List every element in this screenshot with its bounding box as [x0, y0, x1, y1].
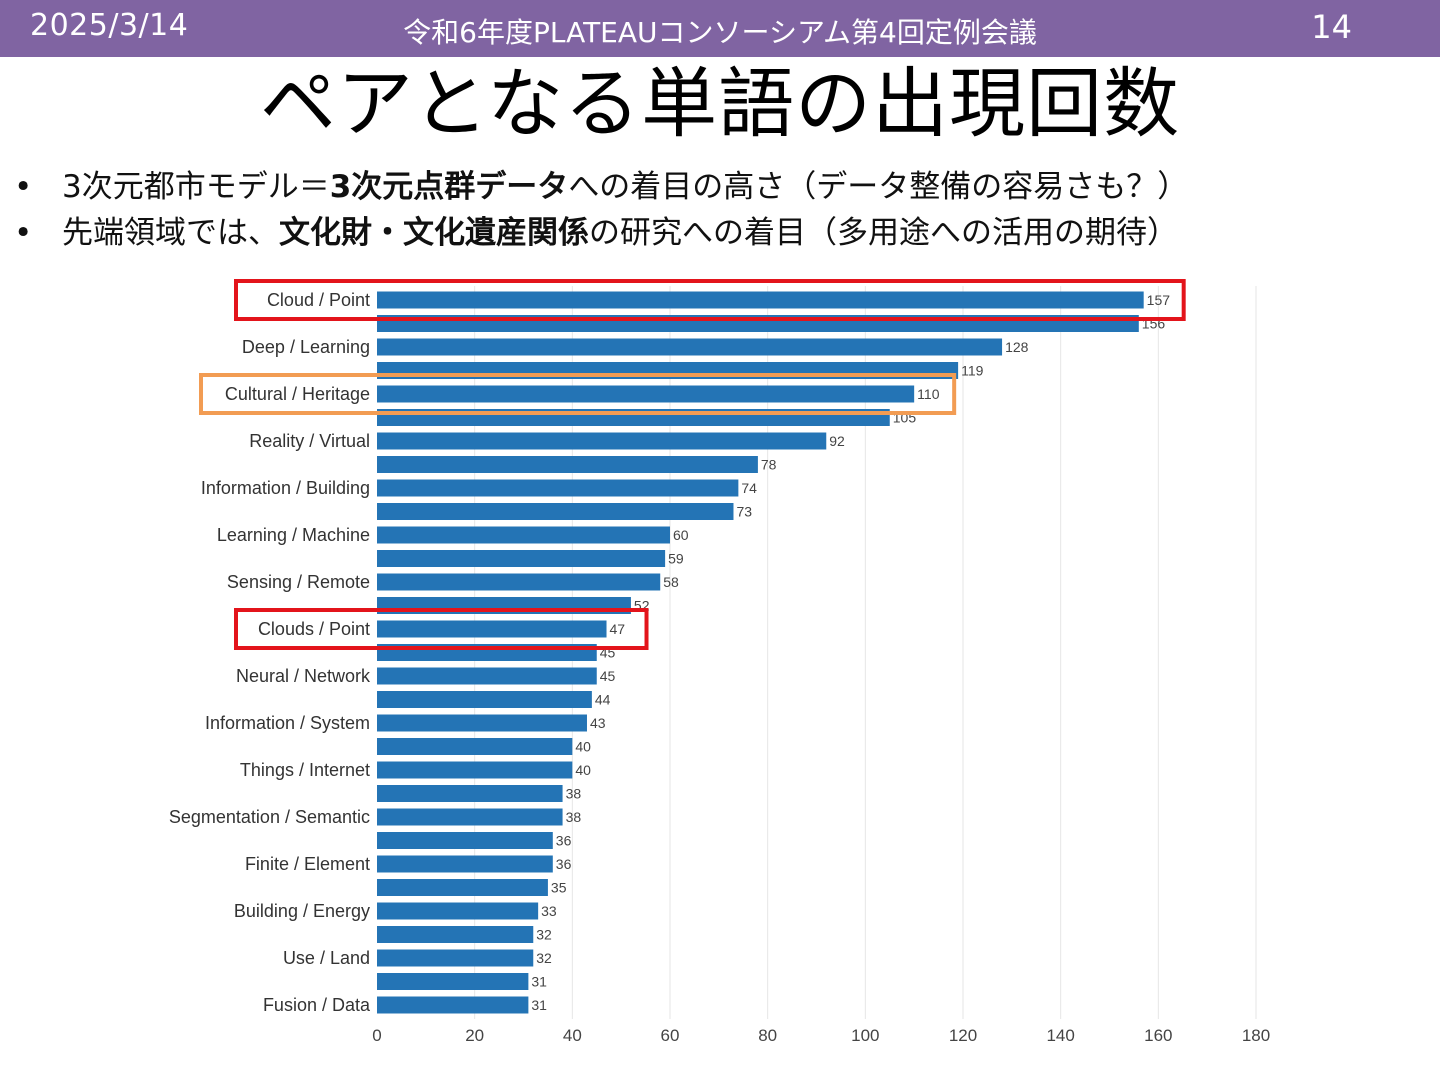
bullet-text: 先端領域では、: [62, 215, 279, 251]
bar-value-label: 35: [551, 880, 567, 896]
bar: [377, 456, 758, 473]
bar: [377, 996, 529, 1014]
bar-value-label: 31: [531, 974, 547, 990]
bar: [377, 620, 607, 638]
bar-value-label: 36: [556, 833, 572, 849]
bar-value-label: 157: [1147, 292, 1171, 308]
category-label: Learning / Machine: [217, 525, 370, 545]
x-tick-label: 140: [1046, 1026, 1074, 1045]
bar-value-label: 92: [829, 433, 845, 449]
bar: [377, 338, 1003, 356]
bar: [377, 808, 563, 826]
category-label: Sensing / Remote: [227, 572, 370, 592]
x-tick-label: 0: [372, 1026, 381, 1045]
category-label: Information / System: [205, 713, 370, 733]
bar-value-label: 128: [1005, 339, 1029, 355]
bar-value-label: 58: [663, 574, 679, 590]
bar-value-label: 31: [531, 997, 547, 1013]
bar: [377, 526, 670, 544]
x-tick-label: 100: [851, 1026, 879, 1045]
x-tick-label: 60: [661, 1026, 680, 1045]
bar-value-label: 119: [961, 363, 984, 379]
bar-value-label: 45: [600, 668, 616, 684]
bar-value-label: 110: [917, 386, 940, 402]
bar-value-label: 36: [556, 856, 572, 872]
slide-title: ペアとなる単語の出現回数: [259, 59, 1181, 148]
bar: [377, 832, 553, 849]
x-tick-label: 160: [1144, 1026, 1172, 1045]
bar-value-label: 40: [575, 762, 591, 778]
highlight-box: [234, 608, 649, 650]
bar-value-label: 32: [536, 950, 552, 966]
bar: [377, 479, 739, 497]
bullet-text: への着目の高さ（データ整備の容易さも？）: [568, 169, 1189, 205]
bar-value-label: 59: [668, 551, 684, 567]
bar-value-label: 73: [736, 504, 752, 520]
bar-value-label: 60: [673, 527, 689, 543]
bar: [377, 550, 666, 567]
bar: [377, 785, 563, 802]
bar: [377, 761, 573, 779]
bullet-item: • 先端領域では、文化財・文化遺産関係の研究への着目（多用途への活用の期待）: [14, 210, 1434, 256]
x-tick-label: 40: [563, 1026, 582, 1045]
category-label: Segmentation / Semantic: [169, 807, 370, 827]
category-label: Finite / Element: [245, 854, 370, 874]
category-label: Fusion / Data: [263, 995, 371, 1015]
bar: [377, 714, 587, 732]
bar: [377, 291, 1144, 309]
bar-value-label: 38: [566, 809, 582, 825]
x-tick-label: 120: [949, 1026, 977, 1045]
bullet-list: • 3次元都市モデル＝3次元点群データへの着目の高さ（データ整備の容易さも？） •…: [14, 164, 1434, 256]
category-label: Things / Internet: [240, 760, 370, 780]
page-number: 14: [1311, 8, 1352, 46]
bar-value-label: 74: [741, 480, 757, 496]
category-label: Clouds / Point: [258, 619, 370, 639]
bar-value-label: 43: [590, 715, 606, 731]
bar-value-label: 78: [761, 457, 777, 473]
bar: [377, 573, 661, 591]
bar: [377, 949, 534, 967]
bar: [377, 973, 529, 990]
bar-chart: 0 20 40 60 80 100 120 140 160 180 157 Cloud / Point…: [169, 279, 1270, 1045]
bar: [377, 855, 553, 873]
category-label: Cloud / Point: [267, 290, 370, 310]
bar: [377, 926, 534, 943]
bar: [377, 667, 597, 685]
bar: [377, 432, 827, 450]
bar: [377, 738, 573, 755]
bar-value-label: 47: [610, 621, 626, 637]
category-label: Neural / Network: [236, 666, 371, 686]
bullet-emphasis: 文化財・文化遺産関係: [279, 215, 589, 251]
highlight-box: [199, 373, 957, 415]
bullet-item: • 3次元都市モデル＝3次元点群データへの着目の高さ（データ整備の容易さも？）: [14, 164, 1434, 210]
bullet-text: 3次元都市モデル＝: [62, 169, 330, 205]
bar: [377, 691, 592, 708]
category-label: Building / Energy: [234, 901, 370, 921]
category-label: Cultural / Heritage: [225, 384, 370, 404]
bullet-emphasis: 3次元点群データ: [329, 169, 569, 205]
bar-value-label: 40: [575, 739, 591, 755]
bar: [377, 503, 734, 520]
bullet-dot: •: [14, 169, 33, 205]
category-label: Information / Building: [201, 478, 370, 498]
x-tick-label: 80: [758, 1026, 777, 1045]
x-tick-label: 180: [1242, 1026, 1270, 1045]
bar-value-label: 33: [541, 903, 557, 919]
category-label: Deep / Learning: [242, 337, 370, 357]
slide-header: 2025/3/14 令和6年度PLATEAUコンソーシアム第4回定例会議 14: [0, 0, 1440, 57]
bar-value-label: 44: [595, 692, 611, 708]
header-date: 2025/3/14: [30, 8, 189, 43]
highlight-box: [234, 279, 1186, 321]
bullet-text: の研究への着目（多用途への活用の期待）: [589, 215, 1178, 251]
category-label: Use / Land: [283, 948, 370, 968]
x-tick-label: 20: [465, 1026, 484, 1045]
category-label: Reality / Virtual: [249, 431, 370, 451]
bar: [377, 879, 548, 896]
bar: [377, 385, 915, 403]
bar: [377, 902, 539, 920]
bar-value-label: 32: [536, 927, 552, 943]
header-title: 令和6年度PLATEAUコンソーシアム第4回定例会議: [403, 16, 1037, 49]
bar-value-label: 38: [566, 786, 582, 802]
bullet-dot: •: [14, 215, 33, 251]
